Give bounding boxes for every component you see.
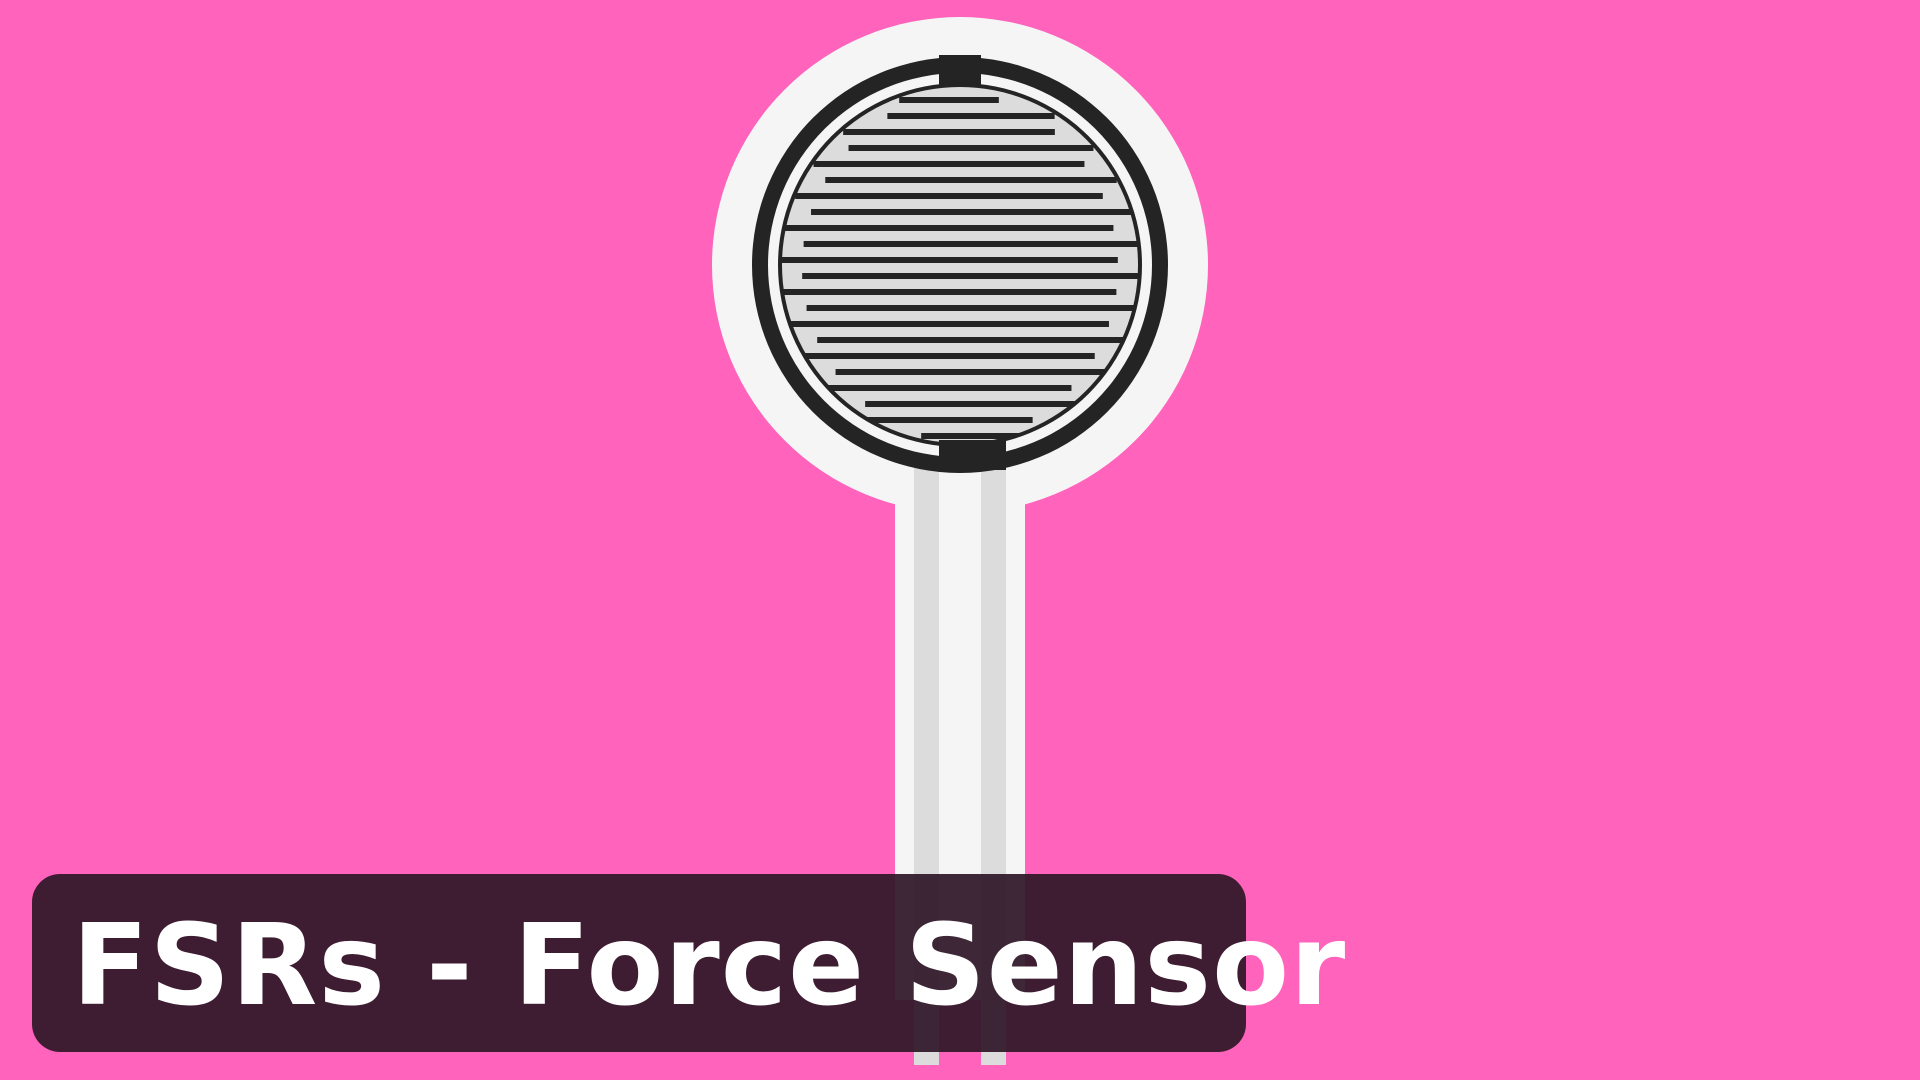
trace-finger	[802, 273, 1140, 279]
page-title: FSRs - Force Sensor	[72, 901, 1347, 1031]
trace-finger	[806, 305, 1136, 311]
trace-finger	[848, 145, 1094, 151]
trace-finger	[781, 289, 1117, 295]
trace-finger	[921, 433, 1021, 439]
trace-finger	[817, 337, 1125, 343]
trace-finger	[865, 401, 1077, 407]
trace-finger	[789, 321, 1109, 327]
title-banner: FSRs - Force Sensor	[32, 874, 1345, 1052]
trace-finger	[784, 225, 1114, 231]
trace-finger	[803, 353, 1095, 359]
trace-finger	[780, 257, 1118, 263]
trace-finger	[811, 209, 1131, 215]
trace-finger	[795, 193, 1103, 199]
trace-finger	[825, 177, 1117, 183]
trace-finger	[865, 417, 1033, 423]
trace-finger	[835, 369, 1107, 375]
trace-finger	[843, 129, 1055, 135]
trace-finger	[803, 241, 1139, 247]
trace-finger	[826, 385, 1072, 391]
trace-finger	[899, 97, 999, 103]
interdigitated-traces	[780, 97, 1140, 439]
trace-finger	[813, 161, 1085, 167]
trace-finger	[887, 113, 1055, 119]
